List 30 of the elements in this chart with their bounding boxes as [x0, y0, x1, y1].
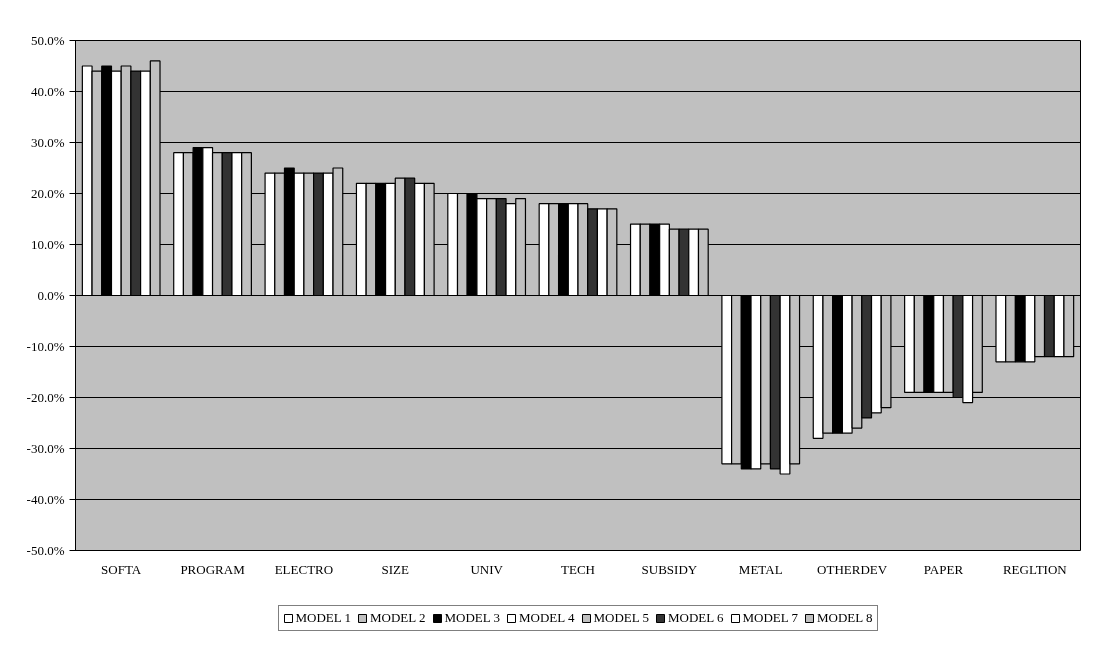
y-tick-label: 40.0%: [30, 84, 65, 99]
x-tick-label: OTHERDEV: [817, 561, 888, 577]
x-tick-label: TECH: [561, 561, 595, 577]
y-tick-label: -20.0%: [26, 390, 65, 405]
legend-label: MODEL 5: [593, 609, 649, 626]
x-tick-label: SUBSIDY: [641, 561, 698, 577]
y-tick-label: -50.0%: [26, 543, 65, 558]
y-tick-label: 30.0%: [30, 135, 65, 150]
legend-label: MODEL 6: [668, 609, 724, 626]
x-tick-label: REGLTION: [1002, 561, 1068, 577]
x-tick-label: SOFTA: [101, 561, 142, 577]
x-tick-label: SIZE: [381, 561, 410, 577]
y-tick-label: 10.0%: [30, 237, 65, 252]
y-tick-label: 20.0%: [30, 186, 65, 201]
y-tick-label: 50.0%: [30, 33, 65, 48]
legend-label: MODEL 4: [519, 609, 575, 626]
legend-label: MODEL 1: [295, 609, 351, 626]
legend-label: MODEL 2: [370, 609, 426, 626]
y-tick-label: -30.0%: [26, 441, 65, 456]
y-tick-label: -40.0%: [26, 492, 65, 507]
y-tick-label: 0.0%: [37, 288, 65, 303]
x-tick-label: PROGRAM: [180, 561, 246, 577]
y-tick-label: -10.0%: [26, 339, 65, 354]
legend-label: MODEL 7: [742, 609, 798, 626]
legend-label: MODEL 8: [817, 609, 873, 626]
x-tick-label: METAL: [738, 561, 783, 577]
legend-label: MODEL 3: [444, 609, 500, 626]
x-tick-label: PAPER: [923, 561, 964, 577]
x-tick-label: ELECTRO: [274, 561, 334, 577]
x-tick-label: UNIV: [470, 561, 504, 577]
